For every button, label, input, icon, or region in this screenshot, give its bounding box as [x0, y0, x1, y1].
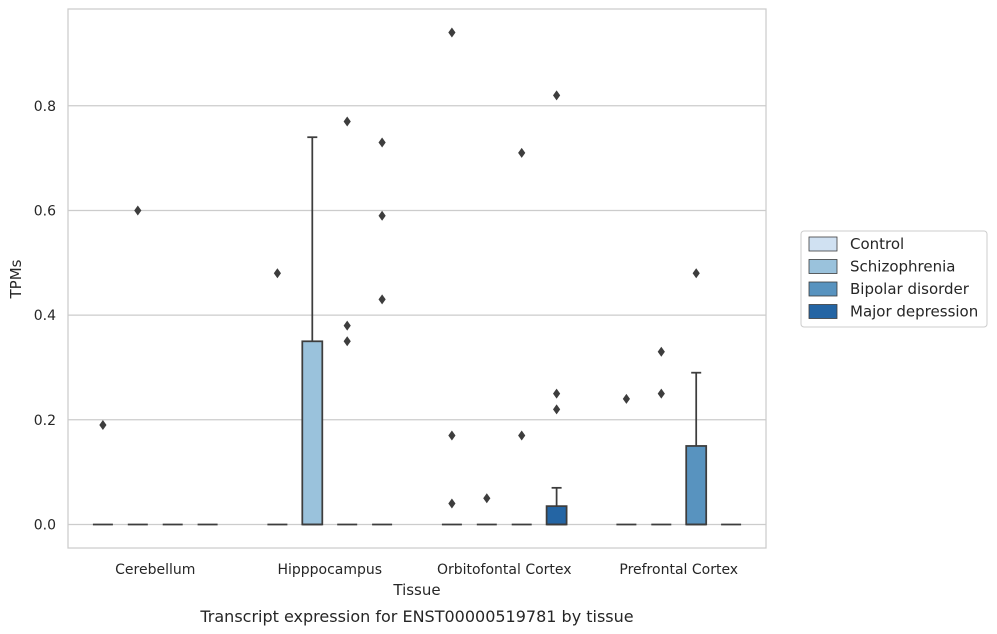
outlier-point: [553, 388, 561, 399]
outlier-point: [343, 320, 351, 331]
gridlines: [68, 105, 766, 526]
x-tick-label: Cerebellum: [115, 562, 195, 578]
outlier-point: [692, 268, 700, 279]
box: [685, 445, 708, 526]
outlier-point: [518, 147, 526, 158]
outlier-point: [99, 420, 107, 431]
box-group: [685, 268, 708, 526]
box-group: [337, 116, 358, 526]
y-tick-label: 0.2: [34, 413, 56, 429]
x-axis-ticks: Cerebellum Hipppocampus Orbitofontal Corte…: [115, 562, 738, 578]
x-tick-label: Prefrontal Cortex: [619, 562, 738, 578]
box-group: [441, 27, 462, 526]
box-group: [545, 90, 568, 526]
box-group: [92, 420, 113, 526]
box-group: [511, 147, 532, 526]
outlier-point: [622, 393, 630, 404]
y-tick-label: 0.0: [34, 517, 56, 533]
outlier-point: [134, 205, 142, 216]
outlier-point: [518, 430, 526, 441]
legend-swatch: [808, 304, 838, 319]
chart-caption: Transcript expression for ENST0000051978…: [199, 607, 633, 626]
legend-label: Major depression: [850, 303, 978, 321]
legend-frame: [800, 230, 988, 328]
y-tick-label: 0.6: [34, 203, 56, 219]
y-tick-label: 0.8: [34, 99, 56, 115]
outlier-point: [553, 404, 561, 415]
box: [545, 505, 568, 526]
outlier-point: [553, 90, 561, 101]
box-plot-marks: [92, 27, 742, 526]
legend-label: Bipolar disorder: [850, 280, 970, 298]
box-group: [267, 268, 288, 526]
box-group: [372, 137, 393, 526]
y-axis-ticks: 0.0 0.2 0.4 0.6 0.8: [34, 99, 56, 534]
legend-swatch: [808, 236, 838, 252]
legend: Control Schizophrenia Bipolar disorder Majo…: [800, 230, 988, 328]
outlier-point: [273, 268, 281, 279]
outlier-point: [448, 27, 456, 38]
box-group: [301, 136, 324, 526]
outlier-point: [378, 137, 386, 148]
legend-label: Schizophrenia: [850, 258, 955, 276]
outlier-point: [448, 498, 456, 509]
legend-label: Control: [850, 235, 904, 253]
outlier-point: [343, 116, 351, 127]
legend-swatch: [808, 281, 838, 297]
outlier-point: [657, 346, 665, 357]
box-group: [127, 205, 148, 526]
outlier-point: [378, 294, 386, 305]
outlier-point: [448, 430, 456, 441]
x-axis-label: Tissue: [392, 581, 440, 599]
outlier-point: [657, 388, 665, 399]
y-tick-label: 0.4: [34, 308, 56, 324]
plot-frame: [67, 8, 767, 549]
box: [301, 340, 324, 526]
outlier-point: [483, 493, 491, 504]
x-tick-label: Orbitofontal Cortex: [437, 562, 572, 578]
x-tick-label: Hipppocampus: [277, 562, 382, 578]
box-group: [616, 393, 637, 526]
legend-swatch: [808, 259, 838, 274]
outlier-point: [378, 210, 386, 221]
y-axis-label: TPMs: [7, 259, 25, 299]
box-group: [651, 346, 672, 526]
box-group: [476, 493, 497, 526]
outlier-point: [343, 336, 351, 347]
